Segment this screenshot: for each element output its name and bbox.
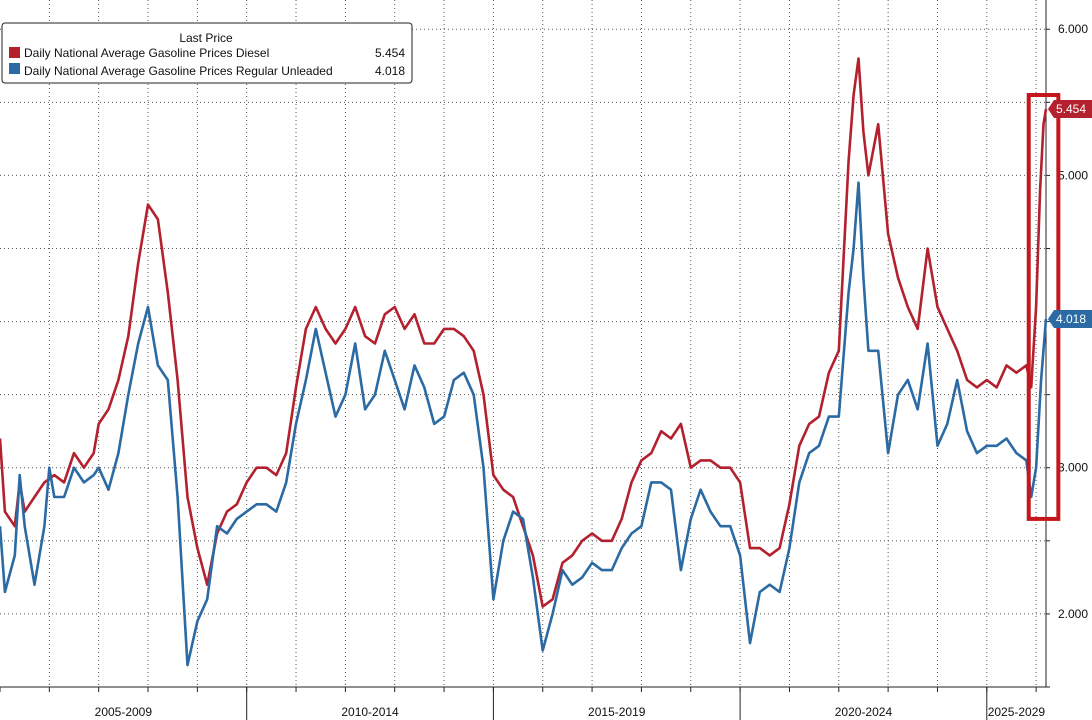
legend-swatch-regular <box>9 63 20 74</box>
x-period-label: 2020-2024 <box>835 705 893 719</box>
legend-label-regular: Daily National Average Gasoline Prices R… <box>24 64 333 78</box>
x-period-label: 2005-2009 <box>95 705 153 719</box>
series-line-regular <box>0 181 1048 667</box>
legend-swatch-diesel <box>9 47 20 58</box>
highlight-box <box>1026 93 1061 521</box>
last-value-label: 5.454 <box>1056 102 1086 116</box>
x-period-label: 2015-2019 <box>588 705 646 719</box>
y-tick-label: 3.000 <box>1058 461 1088 475</box>
legend-value-diesel: 5.454 <box>375 46 405 60</box>
series-layer <box>0 57 1048 667</box>
legend-value-regular: 4.018 <box>375 64 405 78</box>
annotation-layer <box>1026 93 1061 521</box>
legend-title: Last Price <box>179 31 233 45</box>
last-value-marker-regular: 4.018 <box>1048 309 1092 328</box>
marker-layer: 5.454 4.018 <box>1048 100 1092 328</box>
y-tick-label: 2.000 <box>1058 607 1088 621</box>
y-tick-label: 5.000 <box>1058 168 1088 182</box>
legend: Last Price Daily National Average Gasoli… <box>1 22 413 84</box>
legend-label-diesel: Daily National Average Gasoline Prices D… <box>24 46 269 60</box>
last-value-marker-diesel: 5.454 <box>1048 100 1092 119</box>
legend-box <box>1 22 413 84</box>
last-value-tag <box>1048 100 1092 119</box>
x-period-label: 2025-2029 <box>988 705 1046 719</box>
last-value-label: 4.018 <box>1056 312 1086 326</box>
grid-layer <box>0 0 1046 688</box>
last-value-tag <box>1048 309 1092 328</box>
series-line-diesel <box>0 57 1048 608</box>
y-tick-label: 6.000 <box>1058 22 1088 36</box>
x-period-label: 2010-2014 <box>341 705 399 719</box>
